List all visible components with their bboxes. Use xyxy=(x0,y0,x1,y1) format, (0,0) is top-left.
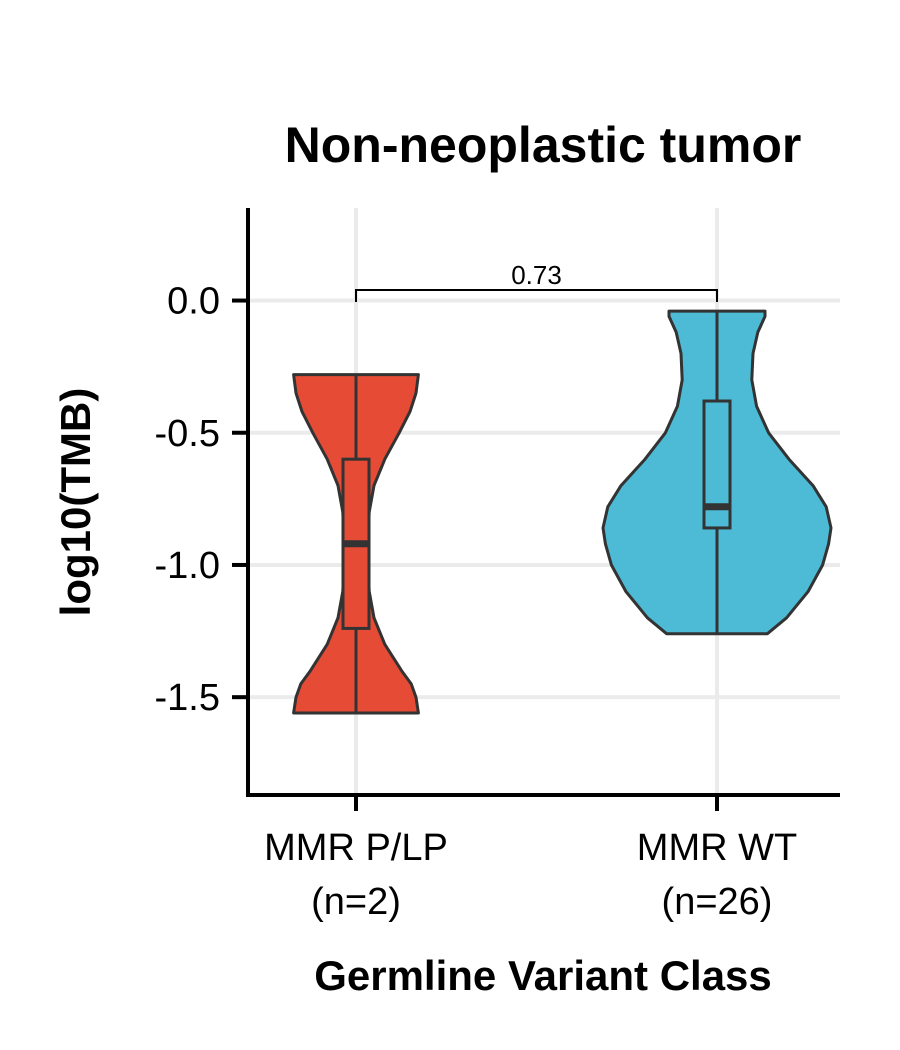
y-axis-title: log10(TMB) xyxy=(52,388,99,617)
x-tick-count-label: (n=26) xyxy=(662,881,773,923)
x-axis-title: Germline Variant Class xyxy=(314,952,772,999)
bracket-line xyxy=(355,288,718,302)
violins xyxy=(292,309,833,715)
axes: 0.0 -0.5 -1.0 -1.5 MMR P/LP (n=2) MMR WT (n=26) xyxy=(155,208,840,923)
y-tick-label: -0.5 xyxy=(155,413,220,455)
boxplots xyxy=(341,311,732,714)
chart-title: Non-neoplastic tumor xyxy=(285,117,802,173)
comparison-bracket: 0.73 xyxy=(355,260,718,302)
x-tick-label: MMR P/LP xyxy=(264,827,448,869)
y-tick-label: 0.0 xyxy=(167,281,220,323)
y-tick-label: -1.0 xyxy=(155,545,220,587)
p-value-label: 0.73 xyxy=(511,260,562,290)
x-tick-count-label: (n=2) xyxy=(311,881,401,923)
y-tick-label: -1.5 xyxy=(155,677,220,719)
x-tick-label: MMR WT xyxy=(637,827,797,869)
